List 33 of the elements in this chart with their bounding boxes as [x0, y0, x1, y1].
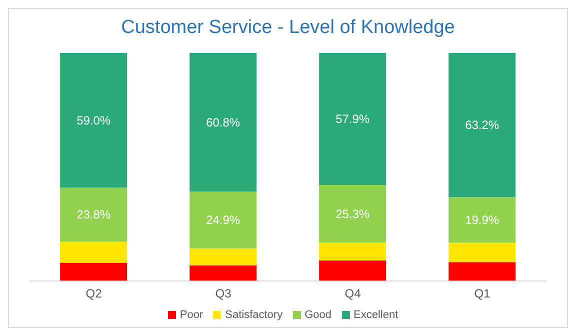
data-label: 59.0%: [76, 113, 111, 128]
data-label: 63.2%: [465, 118, 500, 132]
x-tick-label: Q4: [344, 286, 362, 301]
bar: [190, 53, 257, 192]
data-label: 25.3%: [336, 206, 370, 221]
data-label: 23.8%: [76, 208, 111, 222]
bar: [319, 242, 386, 260]
bar: [448, 262, 516, 281]
bar: [448, 197, 516, 242]
bar: [319, 260, 386, 281]
bar: [190, 265, 257, 281]
bar: [319, 53, 386, 186]
data-label: 24.9%: [206, 213, 240, 228]
data-label: 19.9%: [465, 212, 500, 227]
bar: [448, 53, 516, 198]
bar: [60, 188, 128, 242]
bar: [190, 192, 257, 248]
data-label: 57.9%: [336, 112, 370, 126]
legend-label: Excellent: [354, 309, 398, 321]
chart-title: Customer Service - Level of Knowledge: [120, 17, 456, 40]
data-label: 60.8%: [206, 115, 240, 130]
x-tick-label: Q3: [215, 286, 232, 301]
bar: [60, 242, 128, 263]
bar: [60, 262, 128, 281]
legend-label: Poor: [180, 309, 204, 321]
bar: [60, 53, 128, 188]
bar: [448, 242, 516, 262]
bar: [190, 248, 257, 266]
x-tick-label: Q1: [474, 286, 491, 301]
legend-label: Satisfactory: [225, 309, 283, 321]
bar: [319, 185, 386, 243]
legend-label: Good: [304, 309, 332, 321]
x-tick-label: Q2: [86, 286, 102, 301]
